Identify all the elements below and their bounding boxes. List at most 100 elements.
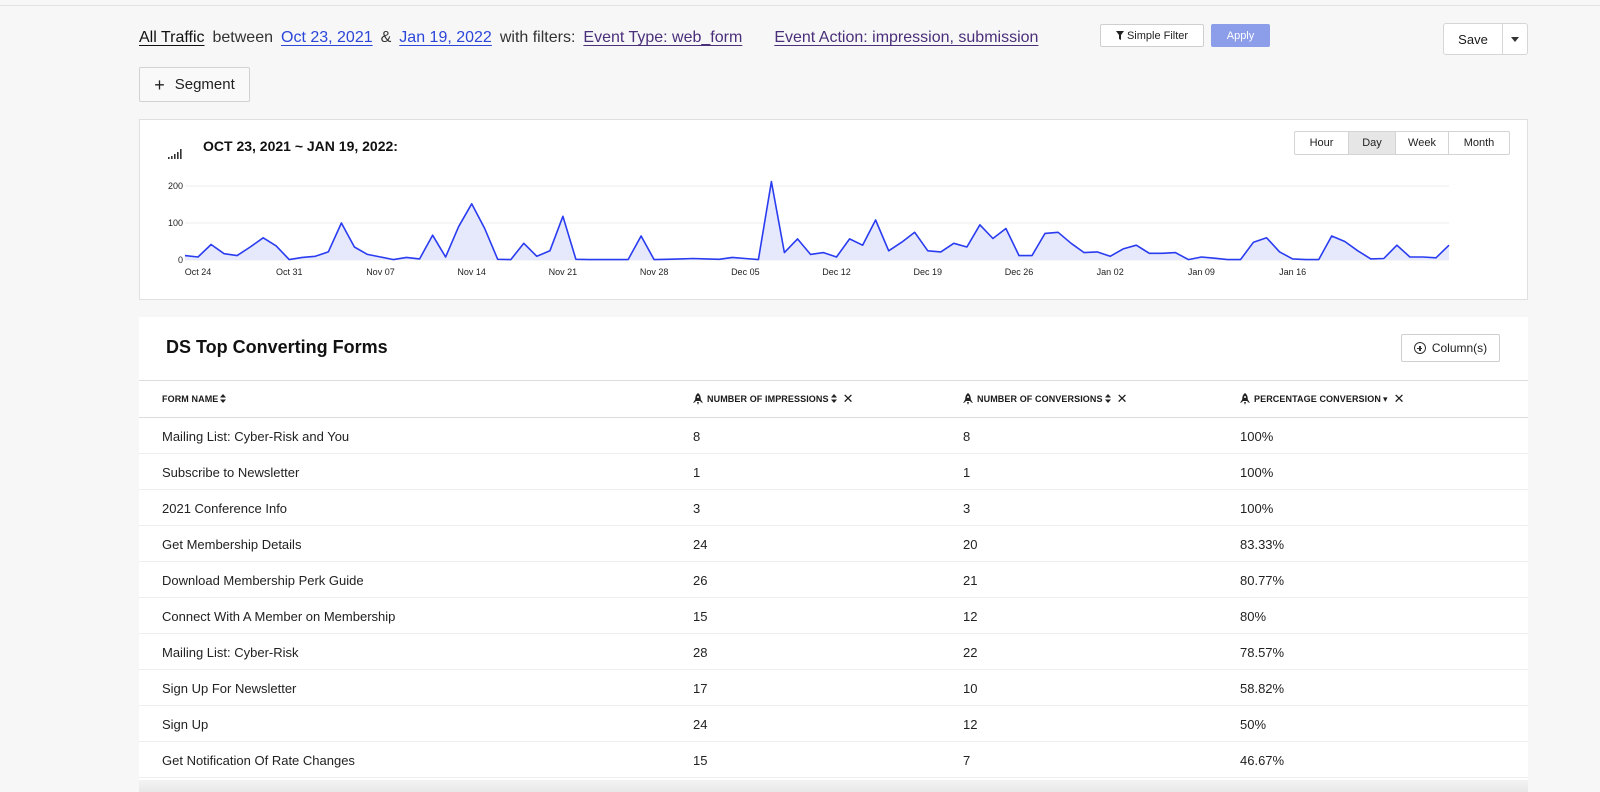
save-button-group: Save: [1443, 23, 1528, 55]
chart-title: OCT 23, 2021 ~ JAN 19, 2022:: [203, 138, 398, 154]
x-tick-label: Dec 26: [1005, 267, 1034, 277]
table-row[interactable]: Connect With A Member on Membership 15 12 8…: [139, 598, 1528, 634]
column-header-percentage-conversion[interactable]: PERCENTAGE CONVERSION ▾ ✕: [1240, 381, 1405, 417]
form-name-cell: 2021 Conference Info: [162, 500, 288, 516]
traffic-scope-link[interactable]: All Traffic: [139, 29, 205, 46]
form-name-cell: Download Membership Perk Guide: [162, 572, 364, 588]
conversions-cell: 3: [963, 500, 971, 516]
columns-button-label: Column(s): [1431, 341, 1488, 355]
granularity-day[interactable]: Day: [1348, 132, 1395, 154]
conversions-cell: 20: [963, 536, 978, 552]
columns-button[interactable]: Column(s): [1401, 334, 1500, 362]
save-button[interactable]: Save: [1443, 23, 1503, 55]
percentage-cell: 78.57%: [1240, 644, 1285, 660]
y-tick-label: 100: [168, 218, 183, 228]
filter-event-type[interactable]: Event Type: web_form: [583, 29, 743, 46]
percentage-cell: 100%: [1240, 464, 1274, 480]
table-row[interactable]: Mailing List: Cyber-Risk 28 22 78.57%: [139, 634, 1528, 670]
conversions-cell: 12: [963, 608, 978, 624]
filter-icon: [1115, 31, 1124, 40]
plus-icon: +: [154, 74, 165, 95]
remove-column-icon[interactable]: ✕: [1393, 391, 1405, 406]
traffic-chart-panel: OCT 23, 2021 ~ JAN 19, 2022: Hour Day We…: [139, 119, 1528, 300]
form-name-cell: Sign Up: [162, 716, 209, 732]
impressions-cell: 8: [693, 428, 701, 444]
column-header-label: FORM NAME: [162, 394, 219, 404]
table-row[interactable]: Get Membership Details 24 20 83.33%: [139, 526, 1528, 562]
table-row[interactable]: 2021 Conference Info 3 3 100%: [139, 490, 1528, 526]
impressions-cell: 24: [693, 716, 708, 732]
form-name-cell: Get Notification Of Rate Changes: [162, 752, 355, 768]
x-tick-label: Jan 09: [1188, 267, 1215, 277]
granularity-week[interactable]: Week: [1395, 132, 1448, 154]
table-title: DS Top Converting Forms: [166, 337, 388, 357]
table-row[interactable]: Download Membership Perk Guide 26 21 80.77%: [139, 562, 1528, 598]
add-segment-button[interactable]: + Segment: [139, 67, 250, 102]
column-header-conversions[interactable]: NUMBER OF CONVERSIONS ✕: [963, 381, 1128, 417]
impressions-cell: 28: [693, 644, 708, 660]
remove-column-icon[interactable]: ✕: [1116, 391, 1128, 406]
percentage-cell: 80.77%: [1240, 572, 1285, 588]
conversions-cell: 8: [963, 428, 971, 444]
x-tick-label: Oct 31: [276, 267, 303, 277]
percentage-cell: 83.33%: [1240, 536, 1285, 552]
granularity-month[interactable]: Month: [1448, 132, 1509, 154]
form-name-cell: Get Membership Details: [162, 536, 302, 552]
percentage-cell: 50%: [1240, 716, 1267, 732]
traffic-line-chart: 0 100 200 Oct 24 Oct 31 Nov 07 Nov 14 Nov 21 Nov…: [168, 180, 1450, 277]
table-header: FORM NAME NUMBER OF IMPRESSIONS ✕ NUMBER OF…: [139, 380, 1528, 418]
sort-icon[interactable]: [830, 393, 837, 405]
between-text: between: [212, 29, 274, 46]
save-options-button[interactable]: [1503, 23, 1528, 55]
impressions-cell: 15: [693, 752, 708, 768]
x-tick-label: Nov 28: [640, 267, 669, 277]
x-tick-label: Nov 07: [366, 267, 395, 277]
add-circle-icon: [1413, 342, 1426, 354]
sort-icon[interactable]: [1104, 393, 1111, 405]
segment-label: Segment: [174, 76, 235, 93]
form-name-cell: Mailing List: Cyber-Risk and You: [162, 428, 350, 444]
and-text: &: [380, 29, 392, 46]
remove-column-icon[interactable]: ✕: [842, 391, 854, 406]
x-tick-label: Dec 05: [731, 267, 760, 277]
granularity-toggle: Hour Day Week Month: [1294, 131, 1510, 155]
series-area: [185, 181, 1449, 260]
percentage-cell: 100%: [1240, 500, 1274, 516]
form-name-cell: Subscribe to Newsletter: [162, 464, 300, 480]
table-row[interactable]: Get Notification Of Rate Changes 15 7 46.67…: [139, 742, 1528, 778]
top-divider: [0, 5, 1600, 6]
percentage-cell: 80%: [1240, 608, 1267, 624]
sort-icon[interactable]: [220, 393, 227, 405]
rocket-icon: [963, 393, 973, 405]
simple-filter-button[interactable]: Simple Filter: [1100, 24, 1204, 47]
column-header-impressions[interactable]: NUMBER OF IMPRESSIONS ✕: [693, 381, 854, 417]
sort-desc-icon[interactable]: ▾: [1382, 393, 1388, 404]
percentage-cell: 100%: [1240, 428, 1274, 444]
conversions-cell: 1: [963, 464, 971, 480]
column-header-label: NUMBER OF CONVERSIONS: [977, 394, 1103, 404]
y-tick-label: 200: [168, 181, 183, 191]
series-line: [184, 180, 1450, 261]
form-name-cell: Mailing List: Cyber-Risk: [162, 644, 299, 660]
table-row[interactable]: Sign Up For Newsletter 17 10 58.82%: [139, 670, 1528, 706]
conversions-cell: 7: [963, 752, 971, 768]
scroll-shadow: [139, 780, 1528, 792]
impressions-cell: 17: [693, 680, 708, 696]
start-date-link[interactable]: Oct 23, 2021: [281, 29, 373, 46]
column-header-form-name[interactable]: FORM NAME: [162, 381, 227, 417]
apply-button[interactable]: Apply: [1211, 24, 1270, 47]
signal-bars-icon: [168, 149, 182, 159]
end-date-link[interactable]: Jan 19, 2022: [399, 29, 492, 46]
table-row[interactable]: Sign Up 24 12 50%: [139, 706, 1528, 742]
rocket-icon: [693, 393, 703, 405]
x-tick-label: Dec 12: [822, 267, 851, 277]
conversions-cell: 10: [963, 680, 978, 696]
x-tick-label: Oct 24: [185, 267, 212, 277]
table-row[interactable]: Subscribe to Newsletter 1 1 100%: [139, 454, 1528, 490]
conversions-cell: 12: [963, 716, 978, 732]
form-name-cell: Sign Up For Newsletter: [162, 680, 297, 696]
granularity-hour[interactable]: Hour: [1309, 137, 1334, 149]
table-row[interactable]: Mailing List: Cyber-Risk and You 8 8 100%: [139, 418, 1528, 454]
filter-event-action[interactable]: Event Action: impression, submission: [774, 29, 1039, 46]
x-tick-label: Jan 16: [1279, 267, 1306, 277]
